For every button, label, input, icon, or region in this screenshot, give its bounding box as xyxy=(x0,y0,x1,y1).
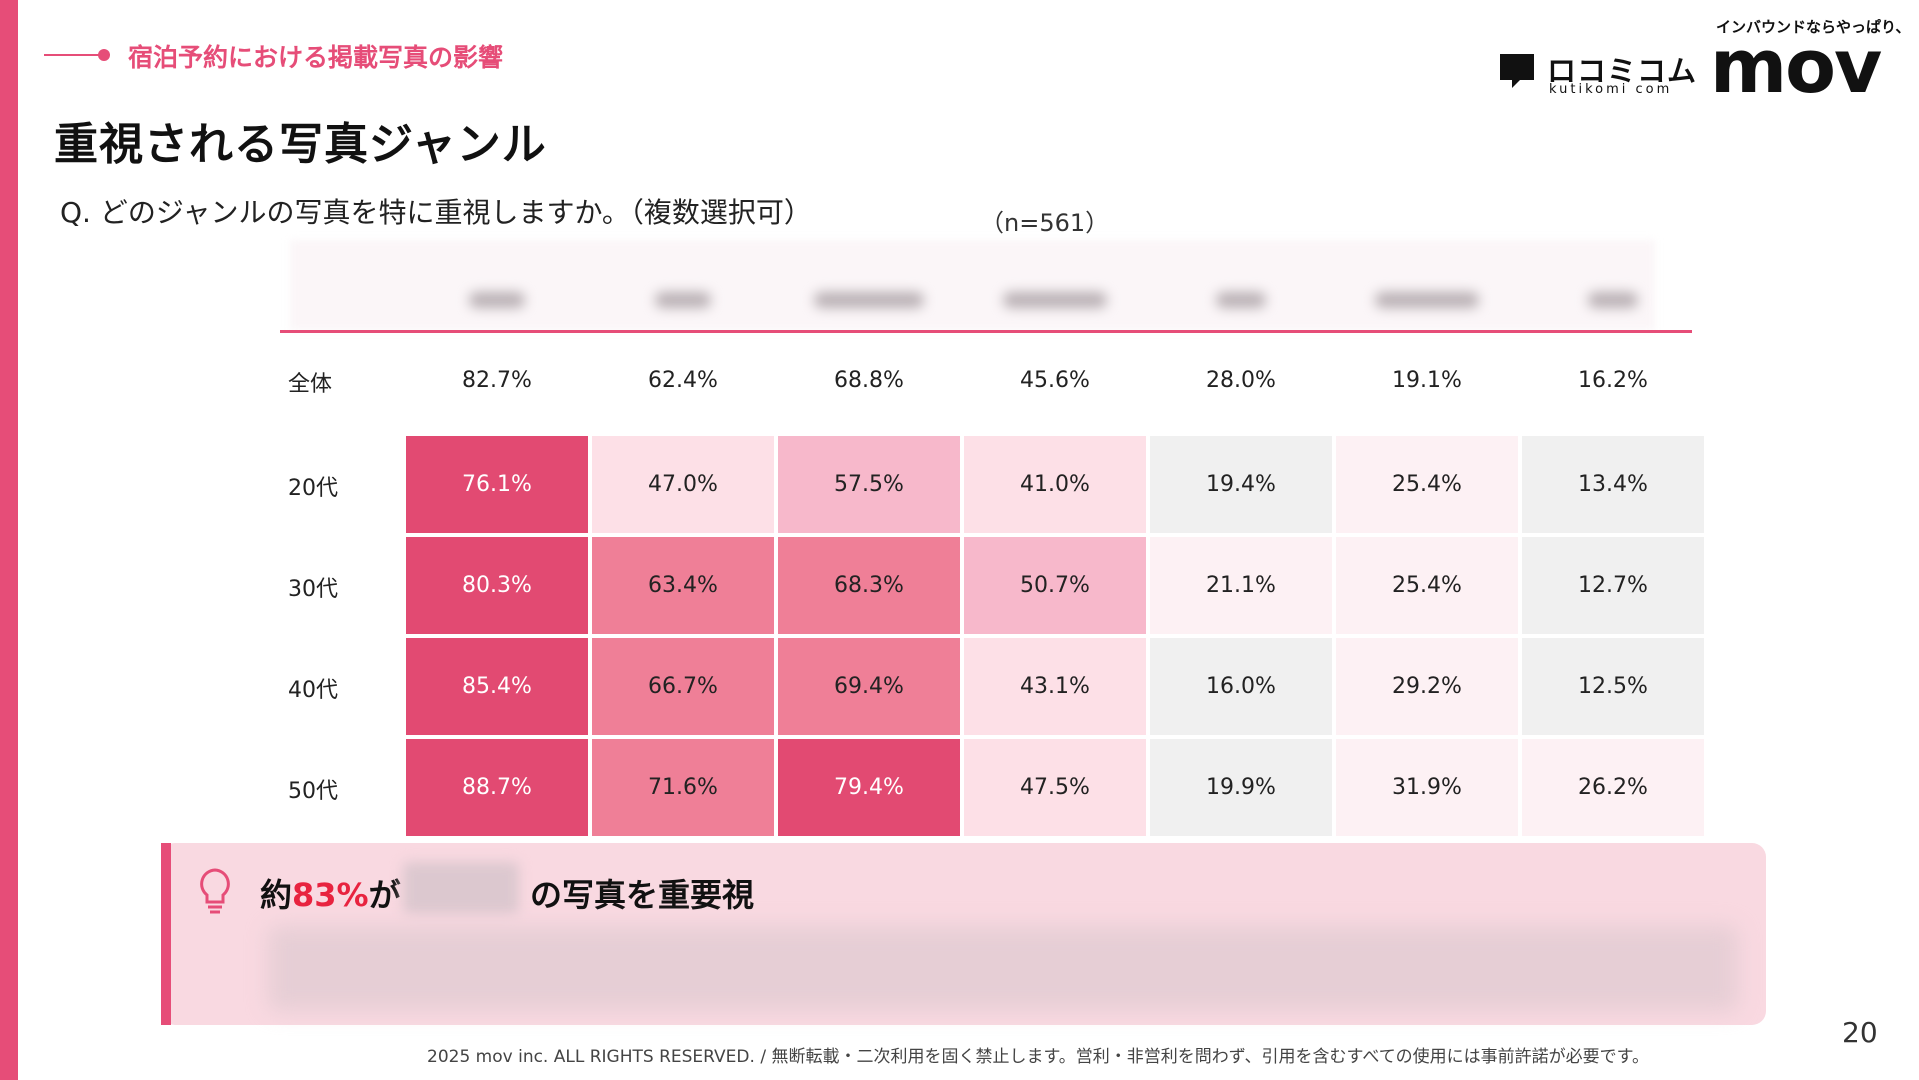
heatmap-cell: 41.0% xyxy=(964,436,1146,533)
heatmap-cell: 25.4% xyxy=(1336,436,1518,533)
sample-size: （n=561） xyxy=(980,209,1110,237)
heatmap-cell: 69.4% xyxy=(778,638,960,735)
heatmap-cell: 50.7% xyxy=(964,537,1146,634)
total-cell: 16.2% xyxy=(1578,367,1648,393)
left-accent-bar xyxy=(0,0,18,1080)
row-label: 20代 xyxy=(288,476,338,501)
column-header-redacted-2 xyxy=(655,292,711,308)
section-label: 宿泊予約における掲載写真の影響 xyxy=(128,43,504,72)
insight-redacted-word xyxy=(403,862,519,914)
kutikomi-logo: ロコミコム kutikomi com xyxy=(1497,50,1696,100)
heatmap-cell: 19.9% xyxy=(1150,739,1332,836)
column-header-redacted-3 xyxy=(814,292,924,308)
total-cell: 28.0% xyxy=(1206,367,1276,393)
heatmap-cell: 13.4% xyxy=(1522,436,1704,533)
heatmap-cell: 31.9% xyxy=(1336,739,1518,836)
row-label: 30代 xyxy=(288,577,338,602)
lightbulb-icon xyxy=(200,868,230,914)
row-label: 50代 xyxy=(288,779,338,804)
total-cell: 19.1% xyxy=(1392,367,1462,393)
total-cell: 82.7% xyxy=(462,367,532,393)
heatmap-cell: 57.5% xyxy=(778,436,960,533)
total-cell: 68.8% xyxy=(834,367,904,393)
column-header-redacted-4 xyxy=(1003,292,1107,308)
mov-tagline: インバウンドならやっぱり、 xyxy=(1716,18,1911,36)
column-header-redacted-6 xyxy=(1375,292,1479,308)
heatmap-cell: 43.1% xyxy=(964,638,1146,735)
heatmap-cell: 80.3% xyxy=(406,537,588,634)
insight-headline: 約83%が xyxy=(260,870,401,916)
heatmap-cell: 76.1% xyxy=(406,436,588,533)
table-header-rule xyxy=(280,330,1692,333)
total-cell: 62.4% xyxy=(648,367,718,393)
column-header-redacted-7 xyxy=(1588,292,1638,308)
column-header-redacted-5 xyxy=(1216,292,1266,308)
heatmap-cell: 12.7% xyxy=(1522,537,1704,634)
heatmap-cell: 88.7% xyxy=(406,739,588,836)
column-header-row xyxy=(290,240,1655,330)
footer-copyright: 2025 mov inc. ALL RIGHTS RESERVED. / 無断転… xyxy=(427,1047,1649,1067)
heatmap-cell: 25.4% xyxy=(1336,537,1518,634)
mov-logo: mov xyxy=(1710,24,1882,110)
section-dot xyxy=(98,49,110,61)
question-text: Q. どのジャンルの写真を特に重視しますか。（複数選択可） xyxy=(60,196,812,229)
heatmap-cell: 16.0% xyxy=(1150,638,1332,735)
kutikomi-name: ロコミコム xyxy=(1547,54,1698,88)
column-header-redacted-1 xyxy=(469,292,525,308)
speech-bubble-icon xyxy=(1500,54,1534,88)
insight-redacted-body xyxy=(268,926,1738,1011)
insight-headline-rest: の写真を重要視 xyxy=(530,876,755,914)
insight-highlight: 83% xyxy=(292,876,369,914)
heatmap-cell: 47.5% xyxy=(964,739,1146,836)
row-label: 40代 xyxy=(288,678,338,703)
total-cell: 45.6% xyxy=(1020,367,1090,393)
heatmap-cell: 85.4% xyxy=(406,638,588,735)
page-title: 重視される写真ジャンル xyxy=(54,119,547,170)
insight-accent-bar xyxy=(161,843,171,1025)
heatmap-cell: 29.2% xyxy=(1336,638,1518,735)
row-label-total: 全体 xyxy=(288,372,333,397)
heatmap-cell: 71.6% xyxy=(592,739,774,836)
heatmap-cell: 21.1% xyxy=(1150,537,1332,634)
heatmap-cell: 63.4% xyxy=(592,537,774,634)
section-line xyxy=(44,54,106,56)
heatmap-cell: 68.3% xyxy=(778,537,960,634)
heatmap-cell: 66.7% xyxy=(592,638,774,735)
heatmap-cell: 47.0% xyxy=(592,436,774,533)
insight-suffix: が xyxy=(368,876,401,914)
page-number: 20 xyxy=(1842,1016,1878,1049)
kutikomi-sub: kutikomi com xyxy=(1549,82,1673,97)
heatmap-cell: 79.4% xyxy=(778,739,960,836)
heatmap-cell: 19.4% xyxy=(1150,436,1332,533)
insight-prefix: 約 xyxy=(260,876,293,914)
heatmap-cell: 12.5% xyxy=(1522,638,1704,735)
heatmap-cell: 26.2% xyxy=(1522,739,1704,836)
